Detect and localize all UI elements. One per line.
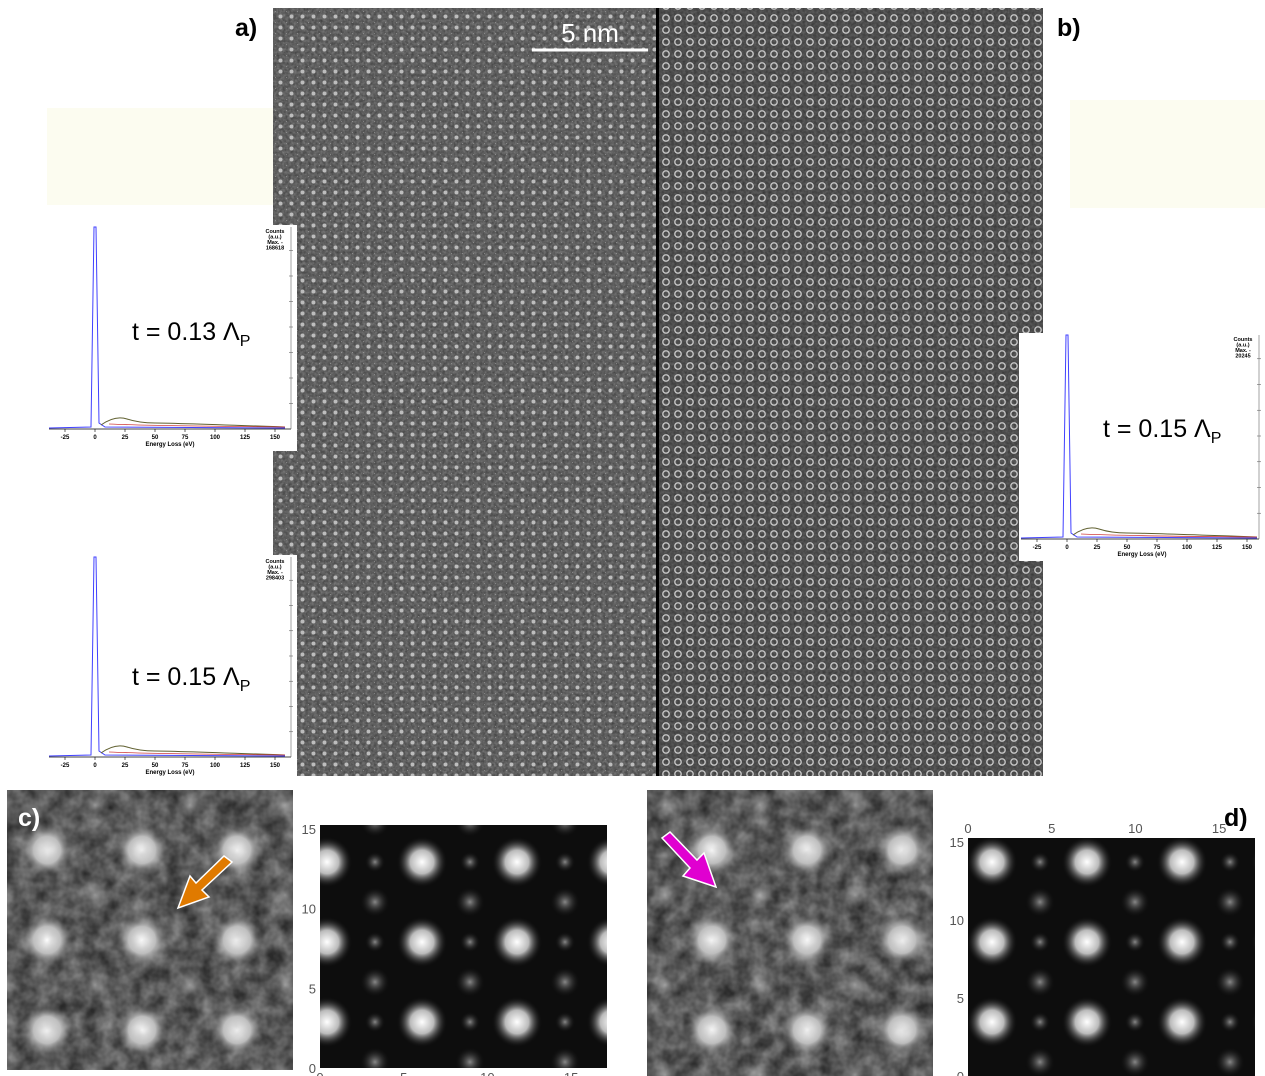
thickness-subscript: P xyxy=(240,678,251,695)
thickness-value: t = 0.15 Λ xyxy=(132,663,240,691)
x-axis-label: Energy Loss (eV) xyxy=(145,770,194,776)
x-tick-label: 5 xyxy=(1048,821,1055,836)
page: 5 nm a) b) -250255075100125150Energy Los… xyxy=(0,0,1265,1076)
y-tick-label: 15 xyxy=(302,822,316,837)
figure: 5 nm a) b) -250255075100125150Energy Los… xyxy=(0,0,1265,1076)
x-tick-label: 0 xyxy=(316,1070,323,1076)
x-tick-label: 150 xyxy=(270,435,281,441)
thickness-label: t = 0.15 ΛP xyxy=(132,663,250,695)
x-tick-label: 25 xyxy=(1094,545,1101,551)
x-tick-label: 125 xyxy=(240,763,251,769)
x-tick-label: 125 xyxy=(1212,545,1223,551)
thickness-value: t = 0.13 Λ xyxy=(132,318,240,346)
x-axis-label: Energy Loss (eV) xyxy=(1117,552,1166,558)
x-tick-label: 10 xyxy=(480,1070,494,1076)
x-tick-label: 150 xyxy=(1242,545,1253,551)
image-noise xyxy=(7,790,293,1070)
x-tick-label: 25 xyxy=(122,435,129,441)
panel-label: c) xyxy=(18,804,40,832)
thickness-label: t = 0.15 ΛP xyxy=(1103,415,1221,447)
scale-bar-label: 5 nm xyxy=(561,18,619,48)
thickness-subscript: P xyxy=(240,333,251,350)
x-tick-label: 75 xyxy=(182,763,189,769)
simulated-image xyxy=(320,825,607,1068)
blank-box xyxy=(47,108,273,205)
panel-label: b) xyxy=(1057,14,1081,42)
x-tick-label: 75 xyxy=(1154,545,1161,551)
x-tick-label: -25 xyxy=(61,435,70,441)
image-noise xyxy=(273,8,658,776)
panel-label: a) xyxy=(235,14,257,42)
x-tick-label: 15 xyxy=(1212,821,1226,836)
thickness-subscript: P xyxy=(1211,430,1222,447)
y-tick-label: 10 xyxy=(950,913,964,928)
y-tick-label: 0 xyxy=(957,1069,964,1076)
simulated-image xyxy=(968,838,1255,1076)
x-tick-label: 150 xyxy=(270,763,281,769)
counts-label: 168618 xyxy=(266,246,284,252)
x-tick-label: 0 xyxy=(964,821,971,836)
x-tick-label: 75 xyxy=(182,435,189,441)
x-tick-label: 5 xyxy=(400,1070,407,1076)
x-tick-label: -25 xyxy=(1033,545,1042,551)
x-tick-label: 50 xyxy=(152,435,159,441)
y-tick-label: 10 xyxy=(302,902,316,917)
y-tick-label: 15 xyxy=(950,835,964,850)
x-tick-label: 10 xyxy=(1128,821,1142,836)
panel-label: d) xyxy=(1224,804,1248,832)
thickness-label: t = 0.13 ΛP xyxy=(132,318,250,350)
x-tick-label: 125 xyxy=(240,435,251,441)
x-tick-label: 50 xyxy=(1124,545,1131,551)
thickness-value: t = 0.15 Λ xyxy=(1103,415,1211,443)
spectrum-background xyxy=(1019,333,1265,561)
x-tick-label: 15 xyxy=(564,1070,578,1076)
y-tick-label: 0 xyxy=(309,1061,316,1076)
counts-label: 298403 xyxy=(266,576,284,582)
x-tick-label: 100 xyxy=(1182,545,1193,551)
blank-box xyxy=(1070,100,1265,208)
x-tick-label: -25 xyxy=(61,763,70,769)
y-tick-label: 5 xyxy=(957,991,964,1006)
counts-label: 20245 xyxy=(1235,354,1250,360)
image-noise xyxy=(658,8,1043,776)
x-axis-label: Energy Loss (eV) xyxy=(145,442,194,448)
x-tick-label: 25 xyxy=(122,763,129,769)
x-tick-label: 100 xyxy=(210,763,221,769)
image-noise xyxy=(647,790,933,1076)
y-tick-label: 5 xyxy=(309,981,316,996)
x-tick-label: 100 xyxy=(210,435,221,441)
x-tick-label: 50 xyxy=(152,763,159,769)
